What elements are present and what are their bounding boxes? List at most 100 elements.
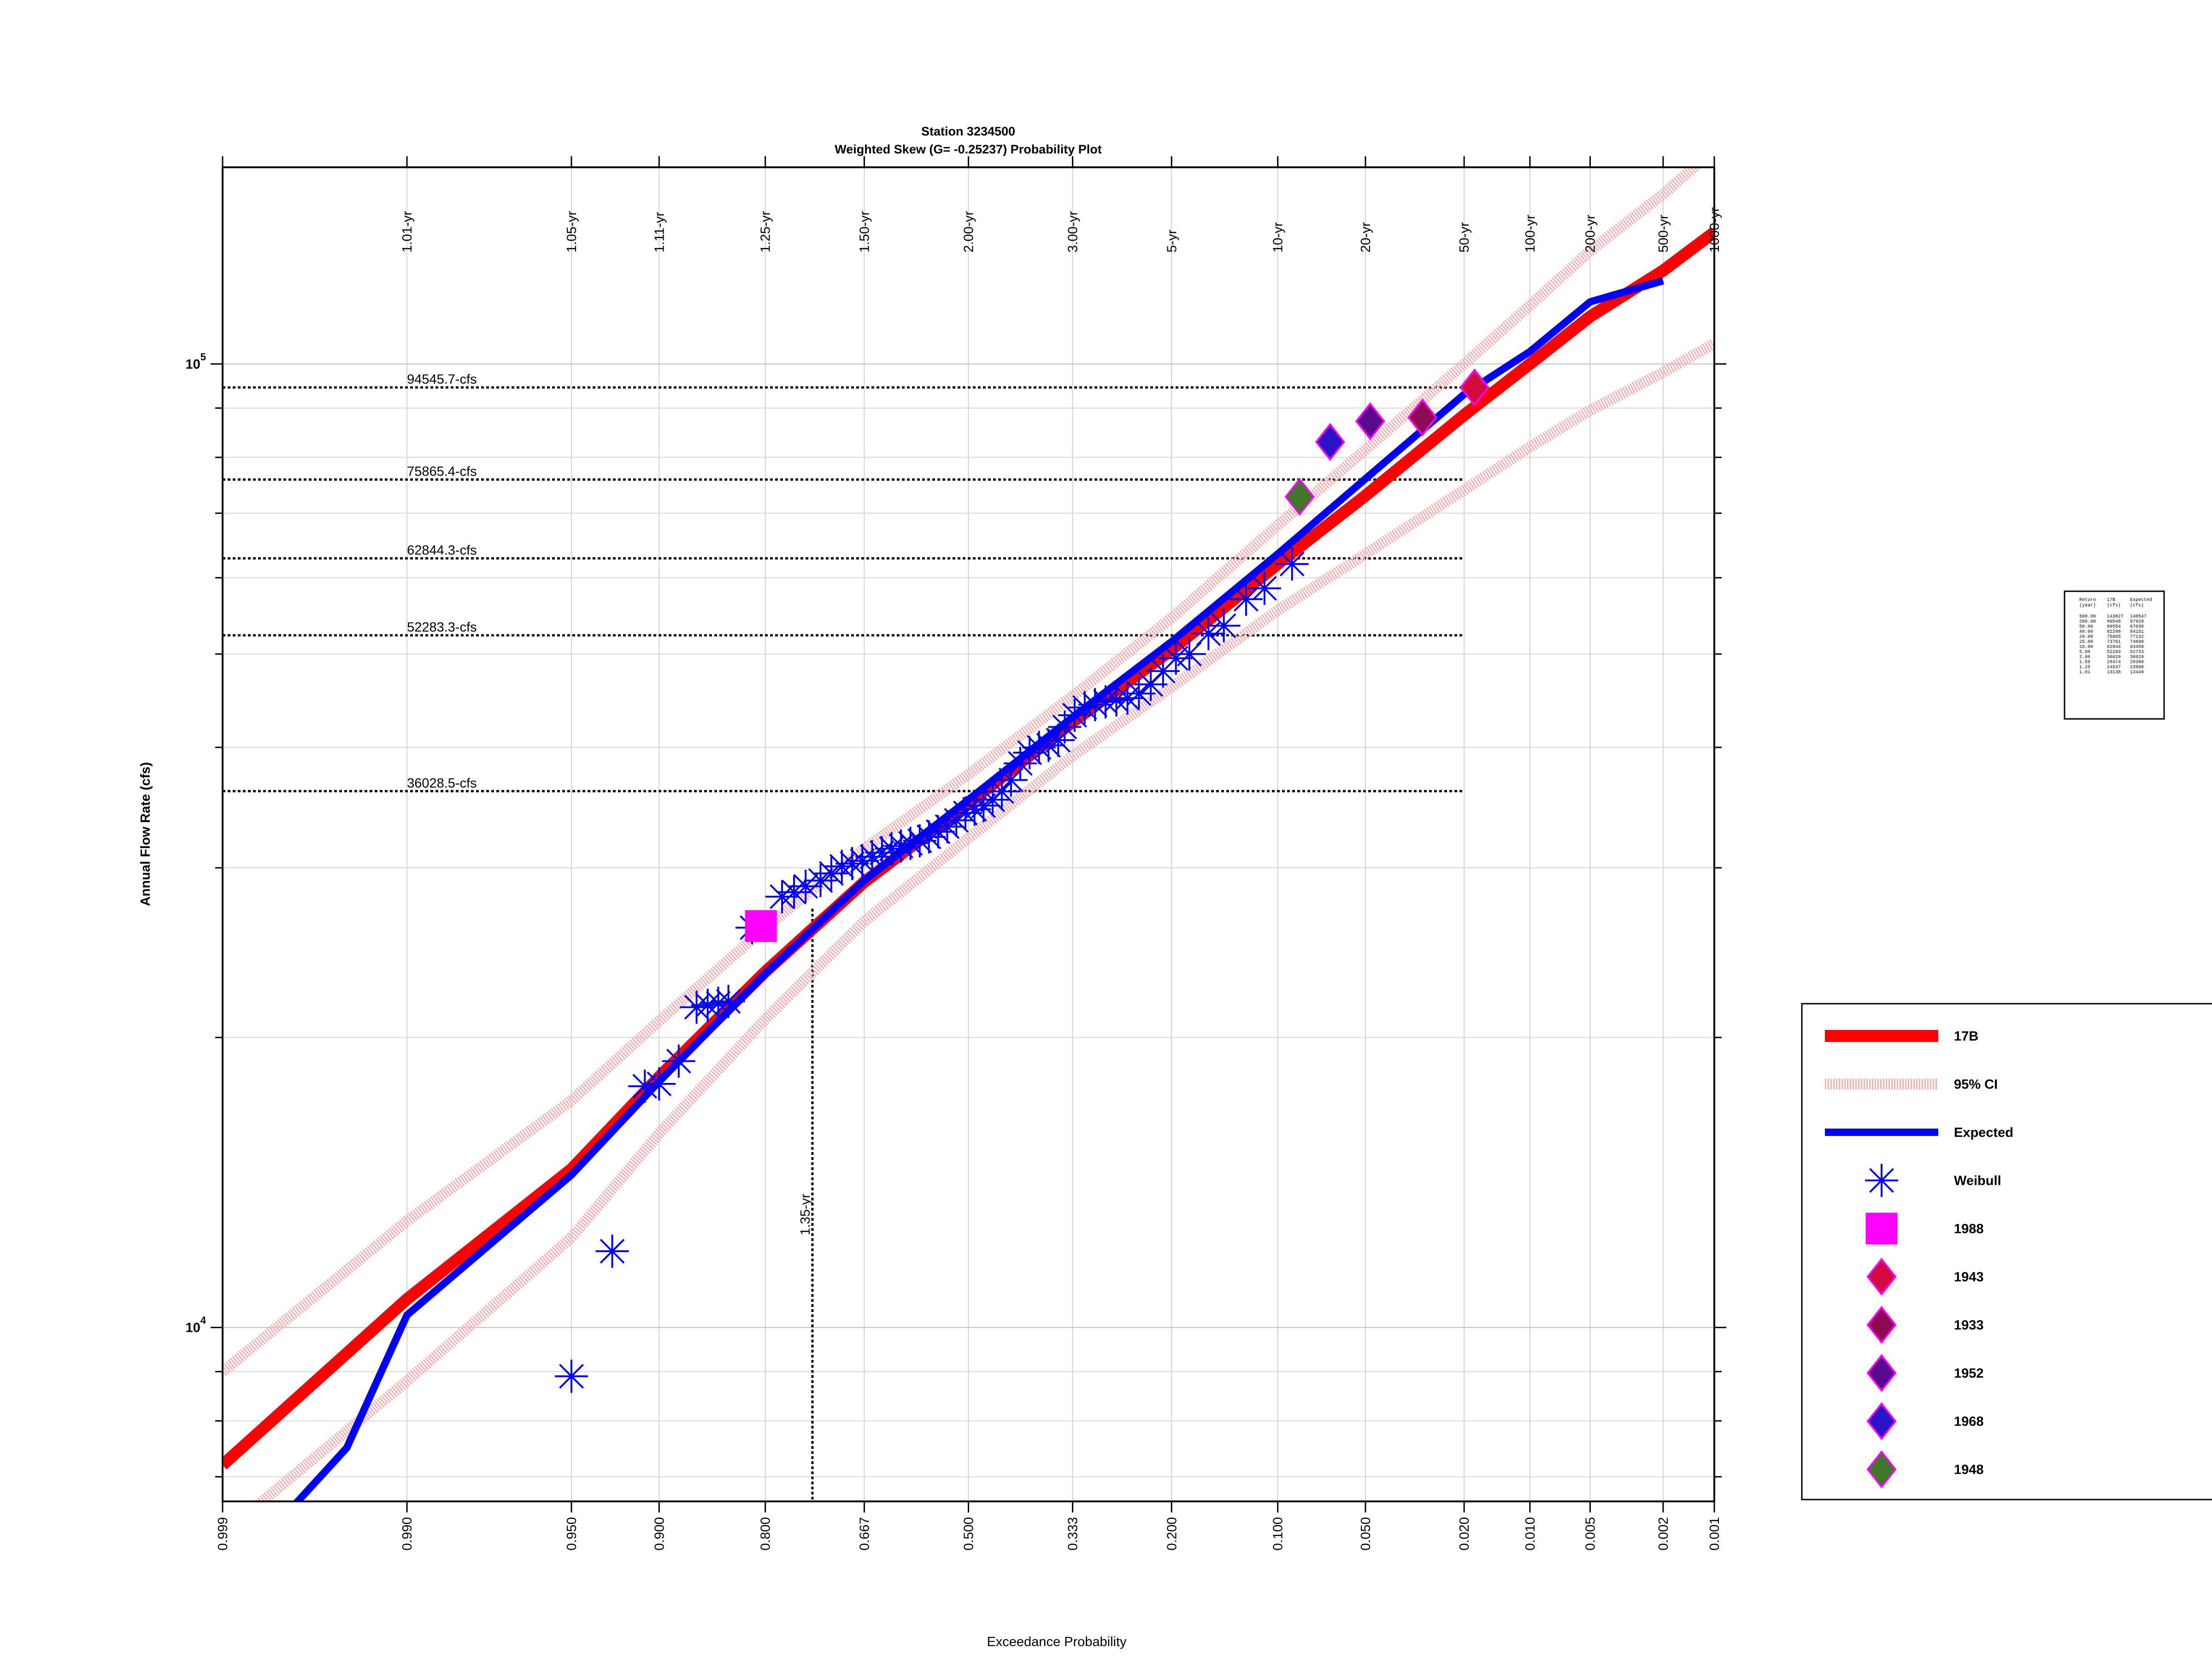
table-cell: 52283 [2107, 650, 2121, 655]
weibull-point [865, 836, 899, 870]
ci-band-lower [253, 339, 1714, 1501]
table-cell: 200.00 [2079, 619, 2096, 624]
legend-swatch-1952 [1866, 1354, 1897, 1392]
asterisk-stroke [666, 1048, 691, 1074]
return-period-label: 50-yr [1457, 222, 1472, 253]
reference-line-label: 75865.4-cfs [407, 465, 477, 479]
asterisk-stroke [684, 994, 709, 1020]
weibull-point [930, 810, 964, 843]
table-cell: 24937 [2107, 665, 2121, 670]
x-tick-label: 0.050 [1359, 1517, 1373, 1551]
return-period-table: Return 17B Expected (year) (cfs) (cfs) 500.00 1… [2064, 590, 2165, 720]
table-cell: 40.00 [2079, 629, 2093, 635]
asterisk-stroke [840, 851, 865, 876]
return-period-label: 1.50-yr [857, 211, 872, 253]
table-cell: 97929 [2130, 619, 2144, 624]
y-tick-label: 105 [185, 351, 206, 372]
table-cell: 52733 [2130, 650, 2144, 655]
return-period-label: 3.00-yr [1066, 211, 1081, 253]
weibull-point [595, 1235, 629, 1268]
weibull-point [1159, 641, 1193, 675]
weibull-point [662, 1044, 695, 1078]
weibull-point [967, 789, 1000, 823]
asterisk-stroke [1052, 714, 1077, 740]
chart-title-line1: Station 3234500 [921, 124, 1015, 138]
x-tick-label: 0.500 [962, 1517, 977, 1551]
return-period-label: 1.11-yr [652, 212, 667, 253]
table-cell: 75865 [2107, 635, 2121, 640]
table-cell: 143827 [2107, 614, 2124, 619]
reference-line-label: 52283.3-cfs [407, 620, 477, 635]
data-markers [555, 368, 1490, 1393]
weibull-point [835, 847, 869, 881]
legend-swatch-1943 [1866, 1258, 1897, 1296]
asterisk-stroke [907, 828, 932, 853]
y-tick-base: 10 [185, 357, 200, 372]
weibull-point [903, 824, 936, 858]
asterisk-stroke [647, 1071, 672, 1096]
return-period-label: 1.05-yr [565, 211, 579, 253]
x-tick-label: 0.999 [216, 1517, 230, 1551]
return-period-label: 500-yr [1656, 214, 1671, 253]
weibull-point [825, 850, 859, 883]
legend-label: 1952 [1954, 1366, 1984, 1381]
weibull-point [555, 1359, 588, 1393]
table-cell: 25.00 [2079, 640, 2093, 645]
legend-label: 95% CI [1954, 1077, 1998, 1092]
table-cell: 5.00 [2079, 650, 2090, 655]
weibull-point [1207, 609, 1241, 642]
asterisk-stroke [879, 836, 904, 861]
asterisk-stroke [1252, 576, 1277, 601]
table-cell: 10.00 [2079, 645, 2093, 650]
x-tick-label: 0.100 [1271, 1517, 1286, 1551]
asterisk-stroke [829, 854, 854, 879]
legend-label: 1948 [1954, 1463, 1984, 1477]
return-period-label: 100-yr [1523, 214, 1538, 253]
asterisk-stroke [1046, 728, 1071, 753]
asterisk-stroke [1093, 689, 1118, 714]
y-tick-exponent: 5 [200, 351, 206, 363]
asterisk-stroke [706, 991, 731, 1016]
table-cell: 13449 [2130, 670, 2144, 675]
weibull-point [1229, 582, 1263, 616]
table-cell: 89554 [2107, 624, 2121, 629]
x-tick-label: 0.667 [857, 1517, 872, 1551]
weibull-point [1275, 547, 1309, 581]
asterisk-stroke [1279, 552, 1305, 577]
x-tick-label: 0.002 [1656, 1517, 1671, 1551]
y-tick-exponent: 4 [200, 1315, 206, 1326]
table-cell: 87030 [2130, 624, 2144, 629]
asterisk-stroke [1177, 641, 1202, 667]
asterisk-stroke [1211, 613, 1236, 638]
table-cell: 1.01 [2079, 670, 2090, 675]
asterisk-stroke [989, 779, 1014, 804]
marker-1968 [1315, 423, 1345, 461]
weibull-point [1172, 637, 1206, 671]
asterisk-stroke [962, 797, 987, 822]
reference-line-label: 36028.5-cfs [407, 776, 477, 791]
legend: 17B 95% CI Expected Weibull 1988 1943 1933 1952… [1801, 1003, 2212, 1500]
asterisk-stroke [600, 1239, 625, 1264]
table-header: 17B [2107, 598, 2115, 603]
y-tick-base: 10 [185, 1321, 200, 1335]
weibull-point [712, 985, 745, 1018]
legend-swatch-1933 [1866, 1306, 1897, 1344]
asterisk-stroke [1126, 681, 1152, 706]
marker-1933 [1407, 398, 1438, 437]
x-tick-label: 0.800 [759, 1517, 773, 1551]
table-cell: 36029 [2107, 655, 2121, 660]
weibull-point [1058, 698, 1091, 732]
return-period-label: 5-yr [1165, 229, 1179, 253]
weibull-point [789, 870, 823, 903]
table-cell: 62844 [2107, 645, 2121, 650]
legend-label: Weibull [1954, 1174, 2001, 1188]
legend-frame [1801, 1003, 2212, 1500]
marker-1952 [1355, 402, 1385, 441]
asterisk-stroke [1869, 1168, 1894, 1193]
return-period-label: 10-yr [1271, 222, 1286, 253]
asterisk-stroke [1082, 692, 1108, 717]
weibull-point [1003, 747, 1037, 780]
legend-swatch-weibull [1865, 1164, 1898, 1197]
table-subheader: (cfs) [2130, 603, 2144, 608]
return-period-label: 2.00-yr [962, 211, 977, 253]
